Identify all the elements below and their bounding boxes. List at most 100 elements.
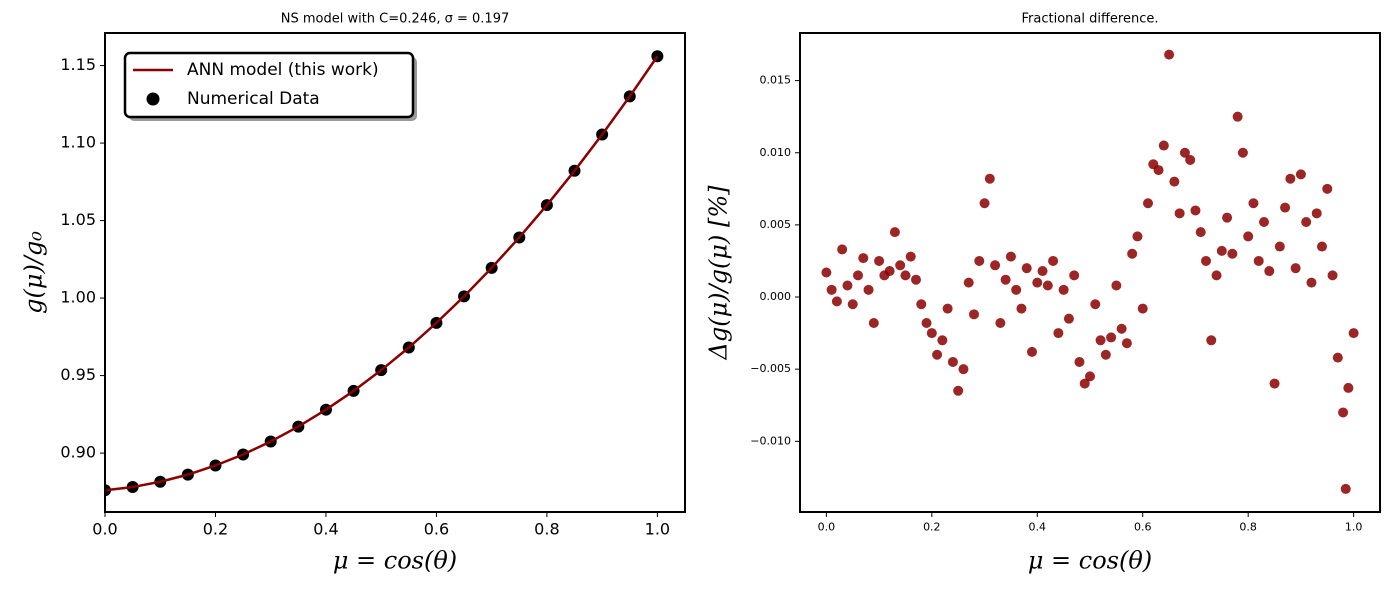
data-point: [1327, 270, 1338, 281]
data-point: [821, 267, 832, 278]
data-point: [1016, 303, 1027, 314]
data-point: [969, 309, 979, 320]
data-point: [1074, 356, 1085, 367]
data-point: [1222, 212, 1233, 223]
data-point: [1301, 217, 1312, 228]
data-point: [1232, 111, 1243, 122]
data-point: [1253, 255, 1264, 266]
y-tick-label: 0.90: [60, 443, 96, 462]
data-point: [1095, 335, 1106, 346]
data-point: [1190, 205, 1201, 216]
x-tick-label: 0.2: [923, 521, 941, 534]
axes-frame: [799, 32, 1381, 513]
data-point: [1259, 217, 1269, 228]
y-tick-label: −0.005: [750, 362, 791, 375]
data-point: [1248, 198, 1259, 209]
data-point: [958, 364, 969, 375]
subplot: NS model with C=0.246, σ = 0.197 μ = cos(…: [20, 12, 686, 575]
data-point: [1037, 266, 1048, 277]
data-point: [831, 296, 842, 307]
data-point: [1085, 371, 1095, 382]
y-tick-label: 1.05: [60, 210, 96, 229]
data-point: [1042, 280, 1053, 291]
data-point: [895, 260, 906, 271]
data-point: [1132, 231, 1143, 242]
legend-label: Numerical Data: [187, 89, 320, 109]
y-tick-label: 0.95: [60, 365, 96, 384]
data-point: [1317, 241, 1327, 252]
y-tick-label: 1.10: [60, 133, 96, 152]
data-point: [1106, 332, 1117, 343]
chart-title: Fractional difference.: [1022, 12, 1159, 27]
data-point: [974, 255, 985, 266]
x-tick-label: 0.8: [1239, 521, 1257, 534]
data-point: [979, 198, 990, 209]
data-point: [1295, 169, 1306, 180]
data-point: [1121, 338, 1132, 349]
data-point: [990, 260, 1001, 271]
data-point: [963, 277, 974, 288]
plot-area: [105, 50, 664, 497]
data-point: [853, 270, 863, 281]
legend-label: ANN model (this work): [187, 60, 379, 80]
data-point: [874, 255, 885, 266]
y-tick-label: 0.010: [760, 146, 792, 159]
data-point: [1227, 248, 1238, 259]
data-point: [826, 284, 837, 295]
data-point: [1021, 263, 1032, 274]
x-tick-label: 0.0: [92, 520, 117, 539]
data-point: [1216, 245, 1227, 256]
y-axis-label: Δg(μ)/g(μ) [%]: [705, 185, 733, 361]
data-point: [953, 385, 964, 396]
data-point: [1116, 323, 1127, 334]
data-point: [1000, 274, 1011, 285]
data-point: [1164, 49, 1175, 60]
legend: ANN model (this work) Numerical Data: [123, 51, 417, 121]
data-point: [842, 280, 853, 291]
data-point: [1285, 173, 1296, 184]
data-point: [1311, 208, 1322, 219]
data-point: [837, 244, 848, 255]
data-point: [984, 173, 995, 184]
data-point: [1206, 335, 1217, 346]
data-point: [1264, 266, 1275, 277]
y-tick-label: 0.015: [760, 74, 792, 87]
data-point: [900, 270, 911, 281]
x-tick-label: 0.0: [818, 521, 836, 534]
data-point: [1338, 407, 1349, 418]
data-point: [1280, 202, 1291, 213]
data-point: [868, 317, 879, 328]
chart-title: NS model with C=0.246, σ = 0.197: [281, 12, 510, 27]
data-point: [1185, 154, 1196, 165]
data-point: [995, 317, 1006, 328]
x-tick-label: 0.4: [1029, 521, 1047, 534]
axes-frame: [104, 32, 686, 513]
line: [105, 55, 659, 492]
x-tick-label: 0.6: [1134, 521, 1152, 534]
y-tick-label: 1.15: [60, 55, 96, 74]
data-point: [947, 356, 958, 367]
data-point: [1053, 328, 1064, 339]
data-point: [858, 253, 869, 264]
data-point: [911, 274, 921, 285]
data-point: [1137, 303, 1148, 314]
data-point: [1079, 378, 1090, 389]
data-point: [1090, 299, 1101, 310]
data-point: [1269, 378, 1280, 389]
data-point: [1174, 208, 1185, 219]
y-tick-label: 0.005: [760, 218, 792, 231]
data-point: [932, 349, 943, 360]
data-point: [1348, 328, 1359, 339]
data-point: [863, 284, 874, 295]
data-point: [1322, 183, 1333, 194]
data-point: [942, 303, 953, 314]
data-point: [1127, 248, 1138, 259]
y-tick-label: 0.000: [760, 290, 792, 303]
data-point: [1143, 198, 1153, 209]
data-point: [1195, 227, 1206, 238]
data-point: [1158, 140, 1169, 151]
data-point: [1237, 147, 1248, 158]
x-tick-label: 0.6: [424, 520, 449, 539]
legend-box: [123, 51, 415, 119]
